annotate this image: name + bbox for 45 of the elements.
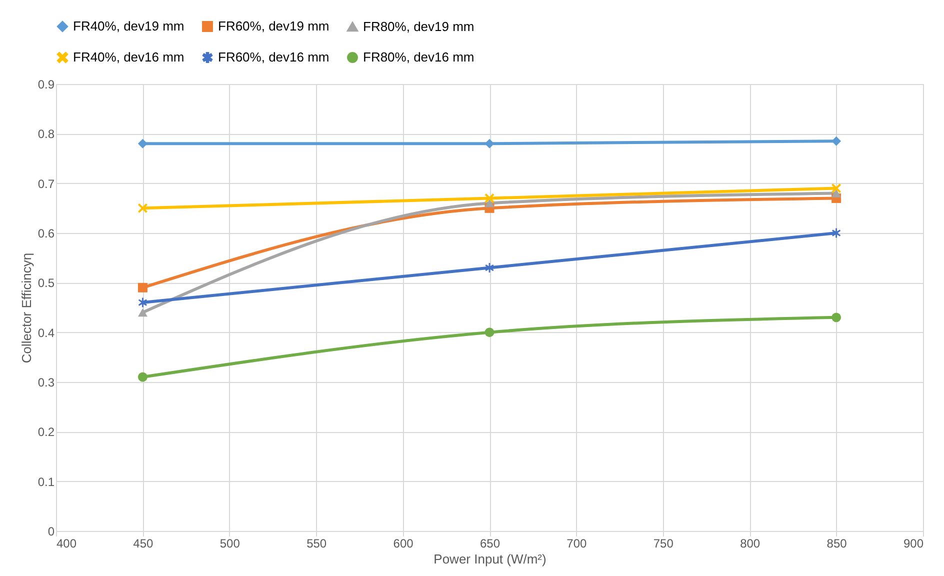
legend-label: FR40%, dev19 mm	[73, 18, 184, 34]
x-tick-label: 600	[393, 536, 414, 550]
point	[832, 189, 842, 198]
y-tick-label: 0.4	[38, 326, 55, 340]
y-tick-label: 0.8	[38, 127, 55, 142]
x-tick-label: 800	[740, 536, 760, 550]
x-tick-label: 700	[566, 536, 588, 550]
point	[832, 184, 842, 194]
point	[138, 138, 148, 148]
y-tick-label: 0	[48, 524, 55, 538]
legend-label: FR80%, dev16 mm	[363, 50, 474, 64]
y-tick-label: 0.2	[38, 425, 55, 440]
legend-label: FR60%, dev19 mm	[218, 18, 330, 34]
point	[138, 203, 148, 213]
x-tick-label: 400	[56, 536, 77, 550]
legend-label: FR80%, dev19 mm	[363, 18, 474, 34]
point	[485, 263, 494, 273]
point	[484, 199, 494, 208]
legend-label: FR40%, dev16 mm	[73, 50, 184, 64]
point	[138, 372, 148, 382]
point	[484, 193, 494, 203]
y-tick-label: 0.7	[38, 176, 55, 191]
point	[484, 328, 494, 338]
x-tick-label: 500	[220, 536, 240, 550]
point	[138, 282, 148, 292]
point	[138, 298, 147, 308]
point	[832, 228, 841, 238]
y-tick-label: 0.9	[38, 78, 55, 92]
y-tick-label: 0.5	[38, 276, 55, 290]
point	[138, 308, 148, 317]
x-tick-label: 450	[133, 536, 154, 550]
point	[832, 312, 842, 322]
x-tick-label: 750	[653, 536, 674, 550]
y-axis-title: Collector Efficincyη	[18, 252, 34, 364]
y-tick-label: 0.6	[38, 226, 55, 240]
x-axis-title: Power Input (W/m²)	[434, 552, 546, 566]
x-tick-label: 550	[306, 536, 327, 550]
legend-label: FR60%, dev16 mm	[218, 50, 330, 64]
point	[484, 138, 494, 148]
x-tick-label: 900	[903, 536, 924, 550]
x-tick-label: 650	[480, 536, 500, 550]
y-tick-label: 0.1	[38, 474, 55, 489]
x-tick-label: 850	[826, 536, 848, 550]
point	[832, 136, 842, 146]
y-tick-label: 0.3	[38, 376, 55, 390]
